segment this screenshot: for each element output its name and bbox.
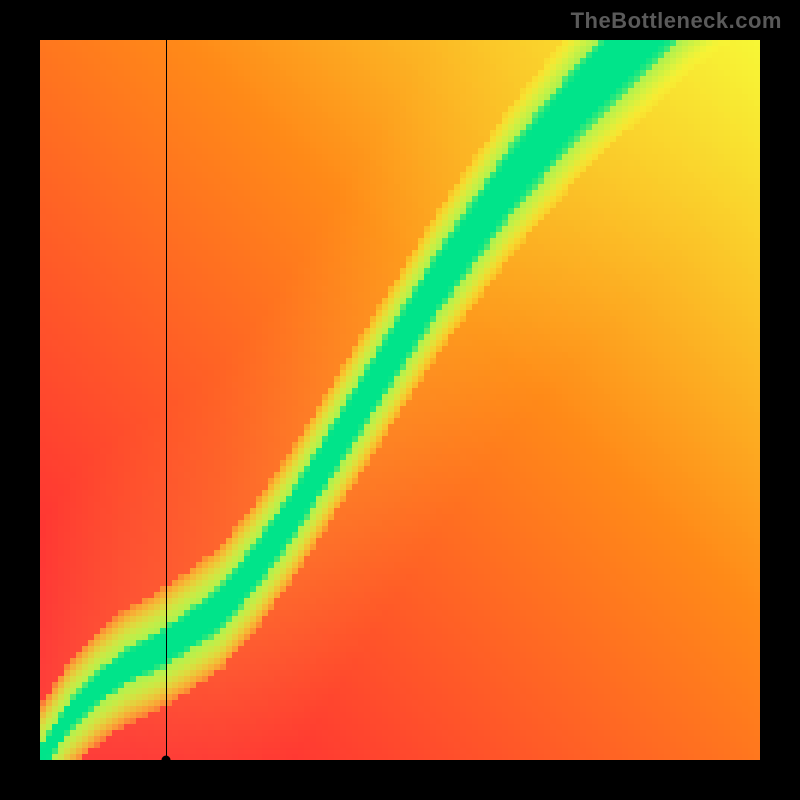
crosshair-marker [162, 756, 171, 765]
watermark-text: TheBottleneck.com [571, 8, 782, 34]
crosshair-vertical [166, 40, 167, 760]
plot-area [40, 40, 760, 760]
crosshair-horizontal [40, 760, 760, 761]
heatmap-canvas [40, 40, 760, 760]
